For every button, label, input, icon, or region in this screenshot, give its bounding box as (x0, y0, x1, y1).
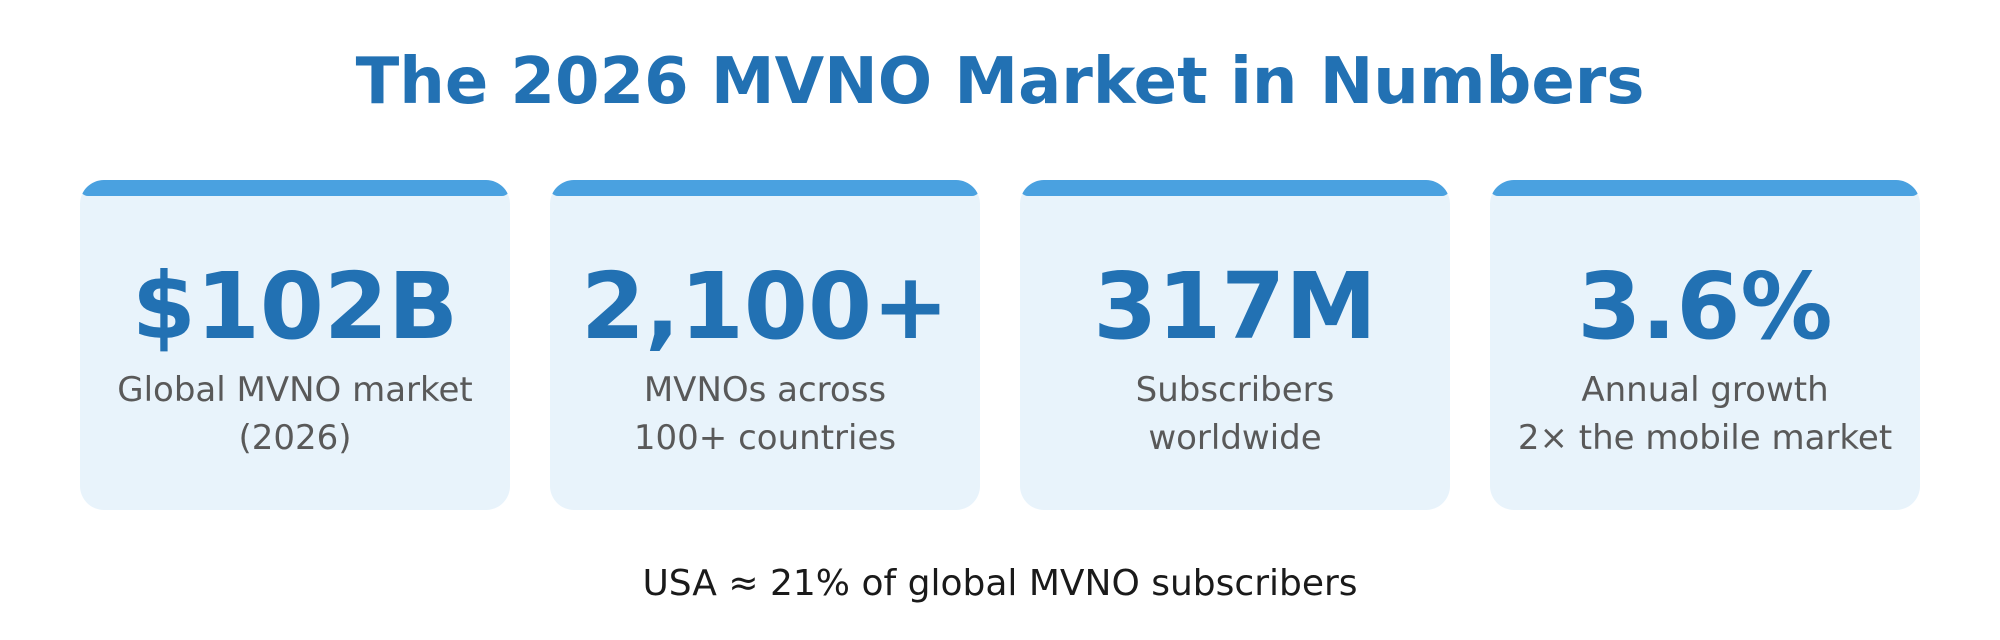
stat-cards: $102B Global MVNO market (2026) 2,100+ M… (80, 180, 1920, 510)
stat-value: 2,100+ (580, 253, 950, 360)
stat-label-line: (2026) (238, 418, 352, 458)
card-accent-bar (1490, 180, 1920, 196)
stat-label-line: Annual growth (1581, 370, 1829, 410)
footnote: USA ≈ 21% of global MVNO subscribers (642, 563, 1358, 604)
stat-card-mvno-count: 2,100+ MVNOs across 100+ countries (550, 180, 980, 510)
stat-label-line: 2× the mobile market (1517, 418, 1893, 458)
stat-label: Subscribers worldwide (1020, 366, 1450, 462)
stat-label-line: 100+ countries (633, 418, 897, 458)
card-accent-bar (550, 180, 980, 196)
stat-label-line: Subscribers (1135, 370, 1335, 410)
stat-value: $102B (131, 253, 459, 360)
stat-label: Annual growth 2× the mobile market (1490, 366, 1920, 462)
stat-label-line: MVNOs across (643, 370, 887, 410)
card-accent-bar (1020, 180, 1450, 196)
stat-value: 3.6% (1577, 253, 1833, 360)
stat-card-growth: 3.6% Annual growth 2× the mobile market (1490, 180, 1920, 510)
stat-value: 317M (1093, 253, 1377, 360)
stat-label-line: worldwide (1148, 418, 1322, 458)
stat-label: MVNOs across 100+ countries (550, 366, 980, 462)
stat-card-market-size: $102B Global MVNO market (2026) (80, 180, 510, 510)
page-title: The 2026 MVNO Market in Numbers (355, 45, 1645, 119)
card-accent-bar (80, 180, 510, 196)
stat-card-subscribers: 317M Subscribers worldwide (1020, 180, 1450, 510)
stat-label: Global MVNO market (2026) (80, 366, 510, 462)
stat-label-line: Global MVNO market (117, 370, 473, 410)
